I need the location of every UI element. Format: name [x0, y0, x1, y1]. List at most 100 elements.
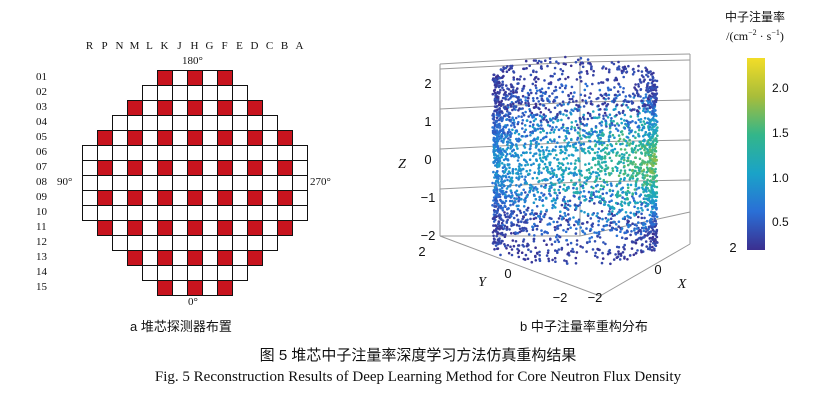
flux-point [555, 125, 558, 129]
flux-point [551, 172, 554, 175]
box-edge [579, 53, 691, 57]
flux-point [527, 172, 530, 176]
flux-point [532, 239, 536, 243]
flux-point [559, 148, 563, 152]
flux-point [629, 161, 632, 165]
flux-point [635, 91, 639, 95]
flux-point [509, 189, 513, 192]
flux-point [636, 249, 639, 252]
core-cell [157, 265, 173, 281]
subcaption-a: a 堆芯探测器布置 [130, 319, 232, 334]
flux-point [492, 77, 495, 80]
flux-point [542, 215, 545, 218]
flux-point [611, 169, 615, 173]
flux-point [528, 190, 531, 194]
column-label-M: M [129, 40, 140, 52]
flux-point [651, 207, 654, 211]
flux-point [642, 184, 645, 187]
flux-point [656, 241, 659, 244]
flux-point [540, 191, 543, 195]
box-edge [599, 243, 691, 297]
flux-point [560, 118, 563, 122]
flux-point [626, 183, 630, 186]
flux-point [575, 108, 578, 111]
flux-point [588, 62, 592, 65]
flux-point [618, 210, 621, 214]
flux-point [602, 96, 606, 100]
flux-point [501, 86, 504, 89]
flux-point [640, 99, 644, 102]
flux-point [634, 163, 637, 166]
flux-point [537, 100, 540, 103]
flux-point [607, 218, 610, 221]
flux-point [562, 129, 566, 132]
flux-point [510, 253, 514, 257]
flux-point [625, 100, 629, 103]
flux-point [499, 84, 502, 88]
flux-point [615, 78, 619, 82]
flux-point [653, 175, 656, 178]
flux-point [593, 202, 596, 205]
flux-point [652, 130, 656, 133]
flux-point [594, 163, 597, 167]
flux-point [582, 150, 585, 153]
detector-cell [187, 190, 203, 206]
flux-point [629, 176, 632, 179]
flux-point [558, 86, 562, 90]
flux-point [572, 216, 575, 219]
flux-point [551, 117, 555, 120]
flux-point [523, 226, 526, 230]
flux-point [628, 168, 632, 172]
flux-point [573, 223, 576, 227]
flux-point [528, 109, 532, 113]
flux-point [560, 217, 564, 221]
core-cell [292, 190, 308, 206]
flux-point [646, 97, 650, 100]
flux-point [601, 134, 605, 137]
flux-point [642, 107, 646, 110]
flux-point [532, 217, 536, 221]
flux-point [590, 236, 594, 239]
colorbar-tick-label: 0.5 [772, 215, 789, 230]
flux-point [525, 229, 529, 233]
flux-point [506, 212, 509, 215]
flux-point [516, 207, 520, 211]
flux-point [538, 198, 541, 201]
flux-point [631, 195, 634, 198]
flux-point [626, 159, 630, 162]
flux-point [639, 88, 643, 91]
flux-point [574, 262, 578, 265]
flux-point [539, 131, 542, 134]
flux-point [639, 120, 642, 124]
flux-point [535, 188, 538, 191]
flux-point [521, 89, 524, 93]
flux-point [602, 141, 606, 145]
flux-point [648, 225, 651, 229]
flux-point [517, 120, 520, 124]
flux-point [498, 195, 502, 199]
core-cell [217, 145, 233, 161]
flux-point [523, 198, 526, 202]
flux-point [611, 210, 614, 213]
flux-point [590, 65, 593, 68]
flux-point [529, 88, 532, 92]
flux-point [517, 193, 521, 196]
flux-point [544, 135, 548, 139]
flux-point [509, 103, 512, 106]
flux-point [632, 197, 635, 200]
flux-point [498, 137, 501, 140]
colorbar [747, 58, 765, 250]
flux-point [643, 180, 646, 184]
flux-point [648, 246, 652, 249]
flux-point [649, 142, 653, 146]
flux-point [536, 96, 539, 100]
flux-point [597, 81, 600, 85]
flux-point [525, 134, 529, 138]
flux-point [523, 77, 526, 81]
flux-point [495, 172, 498, 176]
x-tick-label: −2 [588, 290, 603, 305]
flux-point [645, 121, 649, 124]
flux-point [633, 94, 637, 97]
row-label-02: 02 [36, 86, 47, 98]
flux-point [602, 178, 606, 182]
